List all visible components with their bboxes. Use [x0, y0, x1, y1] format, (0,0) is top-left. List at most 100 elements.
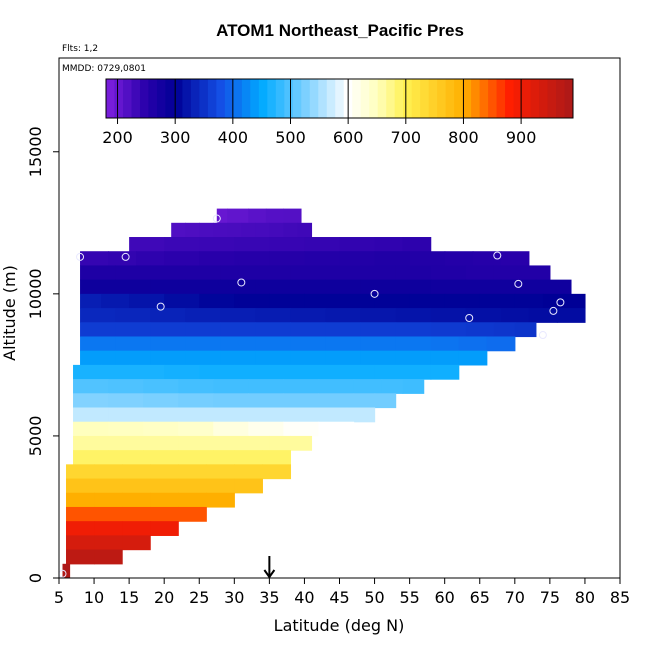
- heatmap-cell: [73, 421, 109, 437]
- heatmap-cell: [430, 265, 467, 281]
- x-tick-label: 55: [399, 588, 419, 607]
- date-note: MMDD: 0729,0801: [62, 64, 146, 74]
- heatmap-cell: [262, 464, 292, 480]
- x-tick-label: 45: [329, 588, 349, 607]
- heatmap-cell: [269, 364, 306, 380]
- colorbar-segment: [199, 79, 209, 118]
- colorbar-segment: [530, 79, 540, 118]
- colorbar-segment: [233, 79, 243, 118]
- heatmap-cell: [122, 492, 151, 508]
- heatmap-cell: [66, 549, 95, 565]
- heatmap-cell: [108, 421, 144, 437]
- colorbar-frame: [105, 78, 574, 119]
- x-tick-label: 50: [364, 588, 384, 607]
- heatmap-cell: [269, 435, 292, 451]
- heatmap-cell: [269, 293, 306, 309]
- x-tick-label: 80: [575, 588, 595, 607]
- x-tick-label: 70: [505, 588, 525, 607]
- y-tick-label: 5000: [26, 416, 45, 457]
- heatmap-cell: [360, 279, 397, 295]
- colorbar-segment: [420, 79, 430, 118]
- heatmap-cell: [178, 450, 214, 465]
- heatmap-cell: [563, 293, 586, 309]
- x-tick-label: 15: [119, 588, 139, 607]
- colorbar-segment: [139, 79, 149, 118]
- colorbar-segment: [377, 79, 387, 118]
- heatmap-cell: [122, 464, 151, 480]
- heatmap-cell: [374, 237, 404, 252]
- flights-note: Flts: 1,2: [62, 44, 98, 54]
- heatmap-cell: [94, 535, 123, 551]
- heatmap-cell: [458, 350, 488, 366]
- heatmap-cell: [213, 435, 249, 451]
- heatmap-cell: [535, 279, 572, 295]
- heatmap-cell: [283, 222, 299, 238]
- heatmap-cell: [94, 506, 123, 522]
- heatmap-cell: [248, 208, 267, 224]
- heatmap-cell: [304, 251, 341, 267]
- heatmap-cell: [234, 450, 263, 465]
- heatmap-cell: [290, 265, 327, 281]
- heatmap-cell: [206, 464, 235, 480]
- colorbar-segment: [241, 79, 251, 118]
- colorbar-segment: [182, 79, 192, 118]
- colorbar-segment: [411, 79, 421, 118]
- colorbar-segment: [394, 79, 404, 118]
- x-tick-label: 40: [294, 588, 314, 607]
- heatmap-cell: [325, 308, 362, 323]
- heatmap-cell: [269, 222, 284, 238]
- heatmap-cell: [374, 393, 397, 409]
- colorbar-segment: [445, 79, 455, 118]
- heatmap-cell: [73, 407, 109, 423]
- x-tick-label: 25: [189, 588, 209, 607]
- data-cells: [62, 208, 586, 578]
- heatmap-cell: [94, 492, 123, 508]
- heatmap-cell: [374, 251, 411, 267]
- heatmap-cell: [185, 279, 221, 295]
- heatmap-cell: [178, 492, 207, 508]
- colorbar-segment: [301, 79, 311, 118]
- heatmap-cell: [346, 407, 376, 423]
- heatmap-cell: [556, 308, 586, 323]
- heatmap-cell: [465, 308, 502, 323]
- colorbar-segment: [462, 79, 472, 118]
- colorbar-segment: [547, 79, 557, 118]
- heatmap-cell: [265, 208, 284, 224]
- heatmap-cell: [66, 492, 95, 508]
- heatmap-cell: [318, 379, 355, 394]
- heatmap-cell: [115, 279, 151, 295]
- colorbar-segment: [360, 79, 370, 118]
- heatmap-cell: [108, 450, 144, 465]
- heatmap-cell: [73, 450, 109, 465]
- heatmap-cell: [395, 265, 432, 281]
- colorbar-segment: [148, 79, 158, 118]
- heatmap-cell: [290, 308, 327, 323]
- heatmap-cell: [318, 393, 355, 409]
- heatmap-cell: [213, 379, 249, 394]
- heatmap-cell: [66, 535, 95, 551]
- heatmap-cell: [66, 521, 95, 536]
- colorbar-segment: [522, 79, 532, 118]
- colorbar-segment: [352, 79, 362, 118]
- colorbar-segment: [207, 79, 217, 118]
- heatmap-cell: [80, 279, 116, 295]
- sample-point-marker: [465, 314, 474, 322]
- colorbar-tick-label: 200: [102, 128, 133, 147]
- colorbar-segment: [386, 79, 396, 118]
- heatmap-cell: [409, 251, 446, 267]
- heatmap-cell: [465, 322, 495, 338]
- heatmap-cell: [542, 293, 565, 309]
- colorbar-segment: [488, 79, 498, 118]
- heatmap-cell: [360, 308, 397, 323]
- heatmap-cell: [206, 478, 235, 494]
- colorbar-segment: [454, 79, 464, 118]
- sample-point-marker: [76, 252, 85, 261]
- heatmap-cell: [528, 308, 558, 323]
- heatmap-cell: [66, 478, 95, 494]
- heatmap-cell: [220, 308, 256, 323]
- heatmap-cell: [178, 464, 207, 480]
- heatmap-cell: [150, 265, 186, 281]
- heatmap-cell: [514, 293, 544, 309]
- heatmap-cell: [248, 435, 270, 451]
- colorbar-segment: [513, 79, 523, 118]
